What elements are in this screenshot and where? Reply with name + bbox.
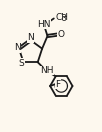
Text: NH: NH <box>40 66 54 75</box>
Text: HN: HN <box>37 20 50 29</box>
Text: N: N <box>27 33 34 42</box>
Text: O: O <box>58 30 65 39</box>
Text: S: S <box>18 59 24 68</box>
Text: 3: 3 <box>62 15 67 23</box>
Text: CH: CH <box>55 13 68 22</box>
Text: N: N <box>14 43 21 52</box>
Text: F: F <box>55 80 60 89</box>
